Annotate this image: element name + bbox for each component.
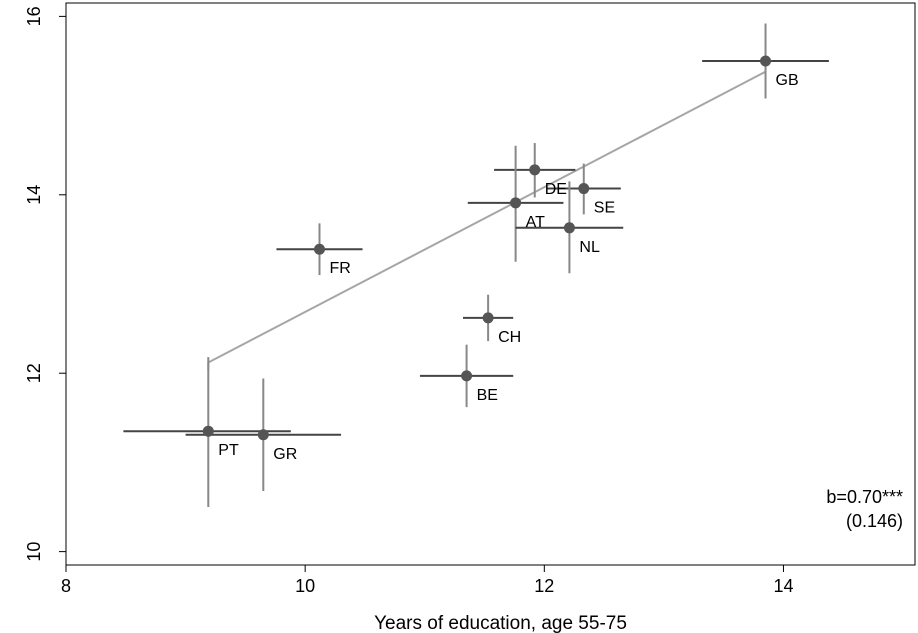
y-tick-label: 10 [24,542,44,562]
data-point-ch [482,312,494,324]
y-tick-label: 14 [24,185,44,205]
data-points [202,55,772,441]
point-label-pt: PT [218,442,239,459]
x-axis-title: Years of education, age 55-75 [374,613,627,633]
point-label-nl: NL [579,239,600,256]
data-point-nl [563,222,575,234]
fit-line [207,70,766,364]
x-tick-label: 12 [534,576,554,596]
point-label-at: AT [526,214,545,231]
point-label-ch: CH [498,329,521,346]
x-tick-label: 10 [295,576,315,596]
coefficient-annotation: b=0.70*** [826,487,903,507]
point-label-de: DE [545,181,567,198]
point-labels: GB DE SE AT NL FR CH BE PT GR [218,72,798,463]
data-point-pt [202,425,214,437]
axes: 8 10 12 14 10 12 14 16 [24,6,793,596]
data-point-se [578,183,590,195]
fit-line-group [207,70,766,371]
plot-area [65,2,916,566]
data-point-de [529,164,541,176]
data-point-fr [314,243,326,255]
point-label-be: BE [477,387,498,404]
data-point-be [461,370,473,382]
y-tick-label: 16 [24,6,44,26]
data-point-at [510,197,522,209]
data-point-gb [760,55,772,67]
data-point-gr [257,429,269,441]
point-label-se: SE [594,200,615,217]
point-label-gb: GB [776,72,799,89]
point-label-fr: FR [330,260,351,277]
error-bars [123,23,829,508]
y-tick-label: 12 [24,363,44,383]
point-label-gr: GR [273,446,297,463]
x-tick-label: 8 [61,576,71,596]
standard-error-annotation: (0.146) [846,511,903,531]
x-tick-label: 14 [773,576,793,596]
